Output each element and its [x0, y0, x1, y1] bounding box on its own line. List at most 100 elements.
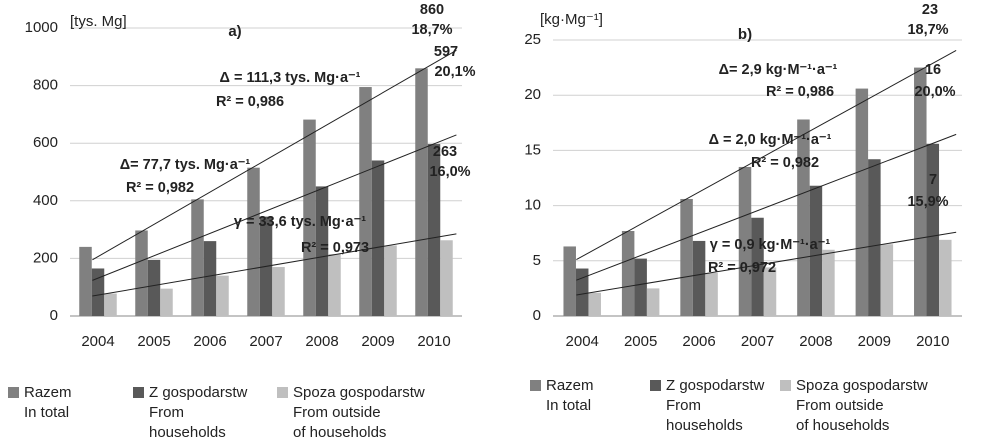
trend-line [92, 49, 457, 261]
annotation: 15,9% [907, 194, 948, 210]
y-tick-label: 0 [533, 307, 541, 324]
legend-swatch [530, 380, 541, 391]
bar [738, 166, 752, 316]
bar [272, 267, 285, 316]
legend-label: In total [546, 397, 591, 414]
bar [880, 244, 894, 316]
annotation: Δ= 77,7 tys. Mg·a⁻¹ [120, 157, 251, 173]
y-tick-label: 25 [524, 31, 541, 48]
x-tick-label: 2007 [249, 333, 282, 350]
bar [855, 88, 869, 317]
bar [822, 249, 835, 316]
bar [563, 246, 576, 316]
bar [359, 87, 372, 316]
annotation: R² = 0,972 [708, 260, 776, 276]
bar [384, 245, 397, 316]
bar [588, 292, 601, 316]
bar [135, 230, 148, 316]
annotation: 860 [420, 2, 444, 18]
unit-label: [kg·Mg⁻¹] [540, 11, 603, 28]
legend-label: From outside [293, 404, 381, 421]
x-tick-label: 2006 [193, 333, 226, 350]
bar [315, 186, 329, 316]
x-tick-label: 2008 [305, 333, 338, 350]
trend-line [92, 134, 457, 281]
y-tick-label: 1000 [25, 19, 58, 36]
x-tick-label: 2004 [566, 333, 599, 350]
trend-line [576, 50, 957, 261]
y-tick-label: 800 [33, 77, 58, 94]
legend-label: Spoza gospodarstw [796, 377, 928, 394]
bar [809, 185, 823, 316]
x-tick-label: 2009 [858, 333, 891, 350]
bar [646, 288, 660, 316]
annotation: 597 [434, 44, 458, 60]
annotation: R² = 0,973 [301, 240, 369, 256]
annotation: 23 [922, 2, 938, 18]
legend-swatch [780, 380, 791, 391]
annotation: γ = 0,9 kg·M⁻¹·a⁻¹ [710, 237, 831, 253]
x-tick-label: 2007 [741, 333, 774, 350]
legend-label: of households [293, 424, 386, 441]
annotation: 16,0% [429, 164, 470, 180]
legend-label: Spoza gospodarstw [293, 384, 425, 401]
panel-label: a) [228, 23, 241, 40]
panel-label: b) [738, 26, 752, 43]
annotation: 263 [433, 144, 457, 160]
unit-label: [tys. Mg] [70, 13, 127, 30]
y-tick-label: 600 [33, 134, 58, 151]
y-tick-label: 20 [524, 86, 541, 103]
bar [868, 159, 881, 316]
bar [797, 119, 810, 316]
x-tick-label: 2004 [81, 333, 114, 350]
trend-line [576, 231, 957, 296]
annotation: 18,7% [907, 22, 948, 38]
y-tick-label: 400 [33, 192, 58, 209]
bar [371, 160, 385, 316]
annotation: Δ = 2,0 kg·M⁻¹·a⁻¹ [709, 132, 832, 148]
bar [415, 68, 428, 316]
legend-label: Razem [24, 384, 72, 401]
bar [147, 259, 161, 316]
trend-line [576, 133, 957, 281]
bar [575, 268, 589, 316]
bar [440, 240, 453, 316]
annotation: 20,1% [434, 64, 475, 80]
annotation: R² = 0,986 [216, 94, 284, 110]
x-tick-label: 2010 [417, 333, 450, 350]
bar [926, 143, 940, 316]
y-tick-label: 200 [33, 249, 58, 266]
x-tick-label: 2006 [682, 333, 715, 350]
legend-label: Razem [546, 377, 594, 394]
annotation: Δ= 2,9 kg·M⁻¹·a⁻¹ [719, 62, 838, 78]
annotation: 16 [925, 62, 941, 78]
annotation: Δ = 111,3 tys. Mg·a⁻¹ [220, 70, 361, 86]
x-tick-label: 2008 [799, 333, 832, 350]
bar [680, 198, 693, 316]
x-tick-label: 2005 [624, 333, 657, 350]
x-tick-label: 2005 [137, 333, 170, 350]
bar [216, 275, 229, 316]
bar [427, 144, 441, 316]
legend-label: Z gospodarstw [666, 377, 765, 394]
annotation: γ = 33,6 tys. Mg·a⁻¹ [234, 214, 366, 230]
y-tick-label: 5 [533, 252, 541, 269]
legend-label: From [149, 404, 184, 421]
y-tick-label: 10 [524, 197, 541, 214]
x-tick-label: 2009 [361, 333, 394, 350]
bar [634, 258, 647, 316]
bar [751, 217, 764, 316]
annotation: R² = 0,982 [126, 180, 194, 196]
legend-swatch [650, 380, 661, 391]
legend-swatch [133, 387, 144, 398]
y-tick-label: 0 [50, 307, 58, 324]
bar [191, 199, 204, 316]
annotation: R² = 0,982 [751, 155, 819, 171]
legend-label: In total [24, 404, 69, 421]
legend-label: of households [796, 417, 889, 434]
bar [621, 230, 635, 316]
bar [79, 246, 92, 316]
bar [303, 119, 316, 316]
annotation: 18,7% [411, 22, 452, 38]
